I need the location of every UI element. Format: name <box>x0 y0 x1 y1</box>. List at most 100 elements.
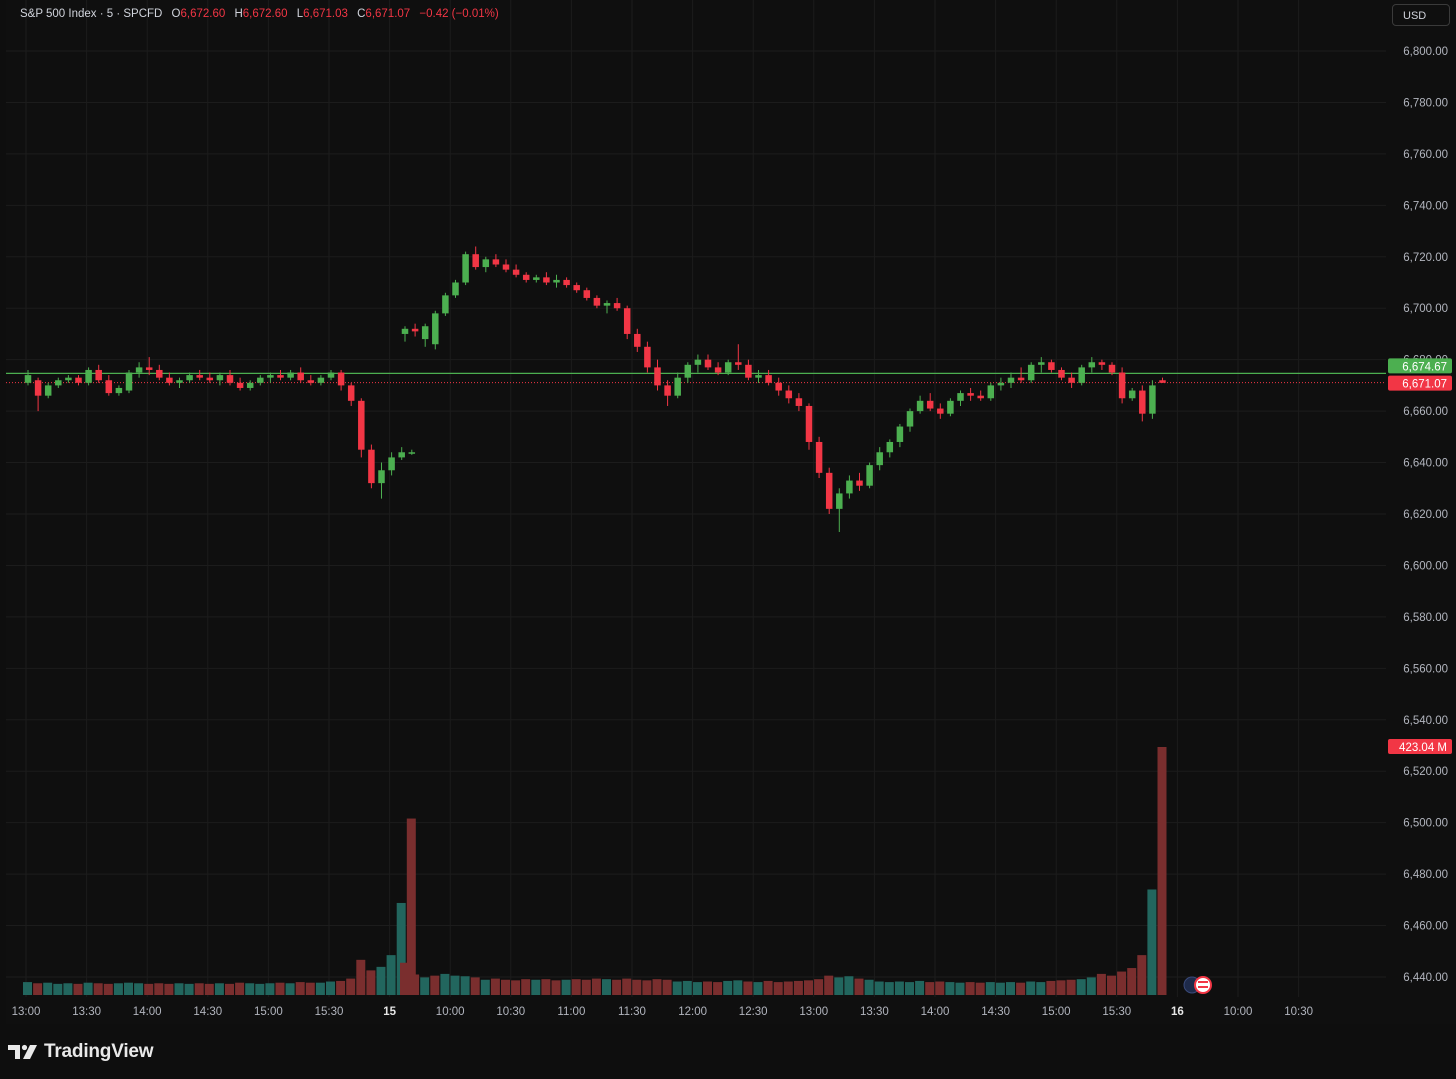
volume-bar <box>733 980 743 995</box>
volume-bar <box>235 982 245 995</box>
time-axis-label: 15:00 <box>254 1006 283 1018</box>
volume-bar <box>33 983 43 995</box>
price-axis-label: 6,560.00 <box>1403 663 1448 675</box>
currency-button[interactable]: USD <box>1392 4 1450 26</box>
price-axis-label: 6,580.00 <box>1403 612 1448 624</box>
volume-bar <box>410 974 420 995</box>
candle-body <box>358 400 365 450</box>
volume-badge: 423.04 M <box>1399 742 1447 754</box>
candle-body <box>1017 377 1025 381</box>
candle-body <box>825 472 833 509</box>
high-key: H <box>234 8 243 20</box>
time-axis-label: 12:30 <box>739 1006 768 1018</box>
volume-bar <box>612 979 622 995</box>
candle-body <box>156 369 163 378</box>
low-value: 6,671.03 <box>303 8 348 20</box>
volume-bar <box>43 982 53 995</box>
time-axis-label: 13:30 <box>860 1006 889 1018</box>
candle-body <box>105 380 113 394</box>
candle-body <box>408 452 416 454</box>
symbol-title[interactable]: S&P 500 Index · 5 · SPCFD <box>20 8 163 20</box>
price-axis-label: 6,500.00 <box>1403 818 1448 830</box>
volume-bar <box>420 977 430 995</box>
volume-bar <box>174 983 184 995</box>
volume-bar <box>1157 747 1167 995</box>
candle-body <box>1098 362 1106 365</box>
price-axis-label: 6,540.00 <box>1403 715 1448 727</box>
candle-body <box>492 259 500 265</box>
candle-body <box>1139 390 1146 414</box>
candle-body <box>1128 390 1136 399</box>
price-axis-label: 6,800.00 <box>1403 46 1448 58</box>
volume-bar <box>406 818 416 995</box>
candle-body <box>65 377 72 381</box>
candle-body <box>1078 367 1085 383</box>
time-axis-label: 13:30 <box>72 1006 101 1018</box>
volume-bar <box>326 981 335 995</box>
volume-bar <box>864 979 874 995</box>
time-axis-label: 15:30 <box>315 1006 344 1018</box>
candle-body <box>337 372 345 386</box>
candle-body <box>246 382 254 388</box>
open-value: 6,672.60 <box>180 8 226 20</box>
candle-body <box>1108 364 1116 373</box>
chart-panel[interactable]: 6,800.00 6,780.00 6,760.00 6,740.00 6,720.00… <box>6 0 1456 1024</box>
time-axis-background <box>6 997 1456 1024</box>
volume-bar <box>83 982 93 995</box>
time-axis-label: 14:30 <box>981 1006 1010 1018</box>
candle-body <box>442 295 449 314</box>
brand-logo[interactable]: TradingView <box>8 1040 154 1064</box>
candle-body <box>502 264 510 270</box>
volume-bar <box>905 982 914 995</box>
candle-body <box>1048 362 1055 370</box>
volume-bar <box>103 983 113 995</box>
volume-bar <box>430 975 440 995</box>
volume-bar <box>894 981 904 995</box>
volume-bar <box>935 981 945 995</box>
volume-bar <box>295 982 305 995</box>
volume-bar <box>470 977 480 995</box>
candle-body <box>846 480 853 494</box>
candle-body <box>947 400 954 414</box>
candle-body <box>745 364 752 378</box>
time-axis-label: 11:30 <box>618 1006 646 1018</box>
candle-body <box>684 364 692 378</box>
candle-body <box>125 372 133 391</box>
volume-bar <box>632 979 642 995</box>
volume-bar <box>581 979 591 995</box>
time-axis-label: 12:00 <box>678 1006 707 1018</box>
volume-bar <box>255 983 265 995</box>
volume-bar <box>692 982 702 995</box>
volume-bar <box>703 981 712 995</box>
volume-bar <box>915 980 925 995</box>
volume-bar <box>245 983 255 995</box>
chart-svg[interactable]: 6,800.00 6,780.00 6,760.00 6,740.00 6,720.00… <box>6 0 1456 1024</box>
volume-bar <box>561 979 571 995</box>
candle-body <box>997 382 1005 386</box>
volume-bar <box>285 983 295 995</box>
volume-bar <box>346 978 356 995</box>
volume-bar <box>386 955 396 995</box>
volume-bar <box>265 983 275 995</box>
volume-bar <box>773 982 783 995</box>
volume-bar <box>93 983 103 995</box>
candle-body <box>226 375 234 383</box>
price-axis-label: 6,600.00 <box>1403 560 1448 572</box>
candle-body <box>553 279 560 283</box>
candle-body <box>775 382 782 391</box>
candle-body <box>472 254 479 268</box>
candle-body <box>664 385 671 396</box>
ohlc-legend: S&P 500 Index · 5 · SPCFD O6,672.60 H6,6… <box>20 8 499 20</box>
volume-bar <box>1046 980 1056 995</box>
volume-bar <box>652 979 662 995</box>
candle-body <box>613 303 621 309</box>
volume-bar <box>480 979 490 995</box>
volume-bar <box>124 982 133 995</box>
volume-bar <box>995 982 1005 995</box>
candle-body <box>75 377 82 383</box>
candle-body <box>522 274 530 280</box>
volume-bar <box>305 982 315 995</box>
candle-body <box>347 385 355 401</box>
us-flag-event-icon[interactable] <box>1194 976 1212 994</box>
price-axis-label: 6,720.00 <box>1403 252 1448 264</box>
